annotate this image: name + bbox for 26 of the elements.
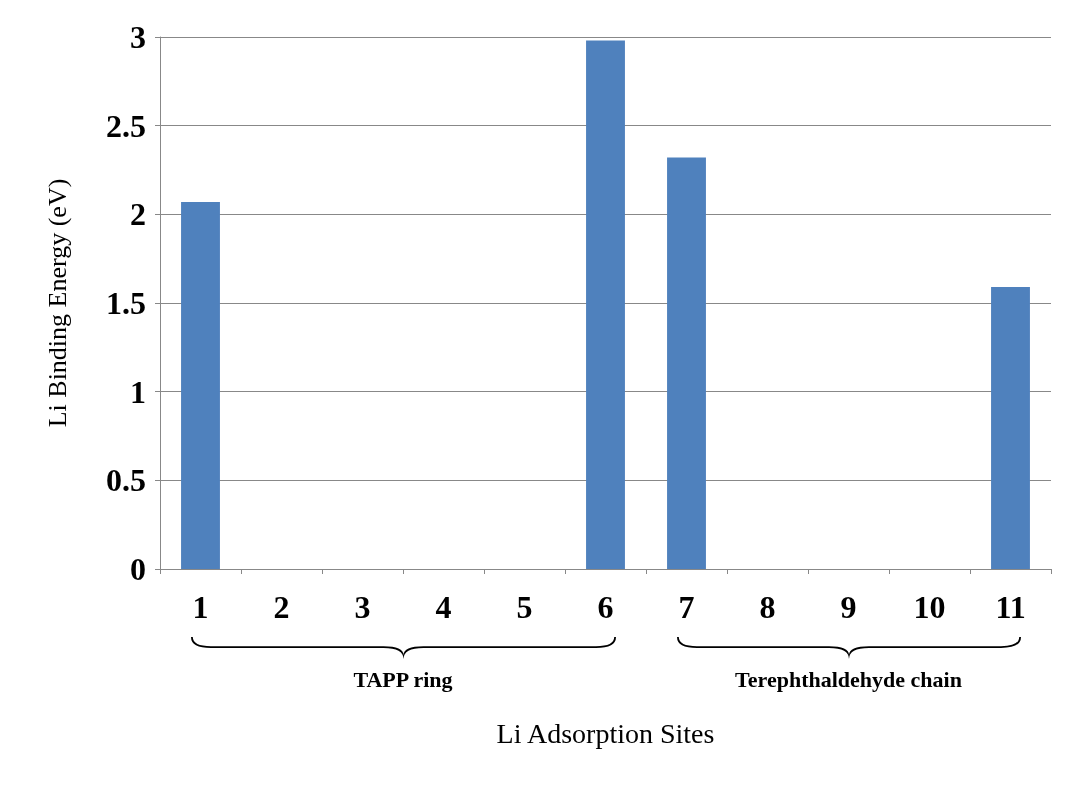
y-tick-label: 2 (130, 196, 146, 233)
y-axis-title: Li Binding Energy (eV) (42, 178, 72, 428)
x-tick-label: 10 (913, 589, 946, 625)
x-tick-label: 8 (759, 589, 776, 625)
x-tick-label: 5 (516, 589, 533, 625)
bar (586, 40, 625, 569)
bar (181, 201, 220, 569)
x-tick-label: 2 (273, 589, 290, 625)
x-tick-label: 11 (995, 589, 1026, 625)
y-tick-label: 1 (130, 373, 146, 410)
text: Terephthaldehyde chain (735, 667, 962, 693)
x-tick-label: 1 (192, 589, 209, 625)
x-tick-label: 4 (435, 589, 452, 625)
y-tick-label: 2.5 (106, 107, 146, 144)
x-axis-title: Li Adsorption Sites (496, 717, 715, 749)
x-tick-label: 3 (354, 589, 371, 625)
x-tick-label: 7 (678, 589, 695, 625)
y-tick-label: 1.5 (106, 285, 146, 321)
y-tick-label: 3 (130, 19, 146, 55)
bar (667, 157, 706, 569)
y-tick-label: 0.5 (106, 462, 146, 499)
x-tick-label: 9 (840, 589, 857, 625)
y-tick-label: 0 (130, 551, 146, 587)
text: TAPP ring (353, 667, 453, 693)
x-tick-label: 6 (597, 589, 614, 625)
bar (991, 287, 1030, 569)
